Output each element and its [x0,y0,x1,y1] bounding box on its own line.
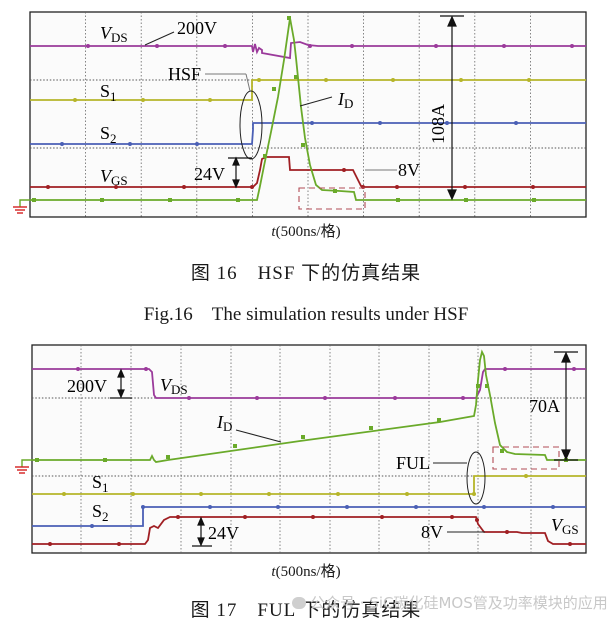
s2-label: S2 [100,123,117,146]
id-108a-label: 108A [428,104,448,144]
vgs-label: VGS [100,166,128,188]
fig16-x-axis-label: t(500ns/格) [271,224,341,240]
s1-label: S1 [92,472,109,495]
s2-trace [32,506,586,527]
vgs-trace [32,516,586,545]
vds-trace [30,41,586,60]
vgs-24v-arrow [228,156,252,189]
plot-frame [31,344,587,554]
fig16-caption-cn: 图 16 HSF 下的仿真结果 [190,263,422,284]
s1-markers [73,78,531,102]
s2-trace [30,122,586,145]
ful-label: FUL [396,453,430,473]
hsf-label: HSF [168,64,201,84]
id-70a-arrow [554,351,578,461]
s2-markers [60,121,518,146]
s2-markers [90,505,555,528]
vds-markers [86,44,574,48]
id-markers [32,16,536,202]
id-108a-arrow [440,15,464,201]
vds-200v-label: 200V [67,376,107,396]
vgs-trace [30,156,586,188]
vertical-gridlines [85,12,531,217]
vds-label: VDS [100,23,128,45]
ground-icon [13,199,30,214]
vgs-markers [48,515,572,546]
watermark: 公众号 · SiC碳化硅MOS管及功率模块的应用 [292,592,608,613]
fig16-caption-en: Fig.16 The simulation results under HSF [143,304,469,325]
vds-200v-label: 200V [177,18,217,38]
id-70a-label: 70A [529,396,560,416]
vds-markers [76,367,576,400]
figure-16-plot: VDS 200V HSF S1 S2 VGS 24V ID 8V 108A [13,11,587,218]
tail-current-dashed-box [298,187,366,210]
ground-icon [15,459,32,474]
id-trace [32,349,586,463]
fig17-x-axis-label: t(500ns/格) [271,564,341,580]
tail-current-dashed-box [492,446,560,470]
id-label: ID [337,89,353,111]
vgs-24v-label: 24V [194,164,225,184]
fig17-caption-cn: 图 17 FUL 下的仿真结果 [190,600,422,621]
id-trace [30,17,586,201]
vgs-8v-label: 8V [421,522,443,542]
vgs-label: VGS [551,515,579,537]
wechat-icon [292,597,306,609]
s2-label: S2 [92,501,109,524]
s1-markers [62,474,528,496]
vds-label: VDS [160,375,188,397]
vgs-8v-label: 8V [398,160,420,180]
vds-trace [32,368,586,399]
hsf-ellipse [239,90,263,160]
vgs-24v-arrow [192,516,212,547]
s1-trace [32,475,586,495]
ful-ellipse [466,451,486,505]
s1-label: S1 [100,81,117,104]
vgs-24v-label: 24V [208,523,239,543]
id-label: ID [216,412,232,434]
vds-200v-arrow [110,368,132,399]
